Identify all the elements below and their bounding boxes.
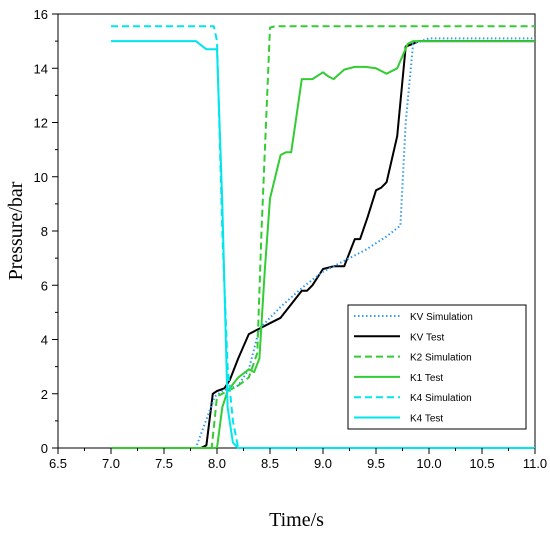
- x-tick-label: 7.5: [155, 456, 173, 471]
- series-line-k2-simulation: [111, 25, 535, 449]
- legend-label-k2-simulation: K2 Simulation: [410, 353, 472, 364]
- y-tick-label: 16: [34, 7, 48, 22]
- series-line-k1-test: [111, 40, 535, 449]
- y-tick-label: 8: [41, 224, 48, 239]
- legend-label-k4-simulation: K4 Simulation: [410, 393, 472, 404]
- legend-label-kv-test: KV Test: [410, 332, 444, 343]
- series-line-kv-test: [111, 40, 535, 449]
- y-tick-label: 12: [34, 116, 48, 131]
- legend-label-k1-test: K1 Test: [410, 373, 443, 384]
- legend-label-kv-simulation: KV Simulation: [410, 312, 473, 323]
- legend-label-k4-test: K4 Test: [410, 414, 443, 425]
- x-tick-label: 9.0: [314, 456, 332, 471]
- y-tick-label: 6: [41, 278, 48, 293]
- x-tick-label: 6.5: [49, 456, 67, 471]
- x-tick-label: 8.0: [208, 456, 226, 471]
- x-tick-label: 7.0: [102, 456, 120, 471]
- axes: 6.5 7.0 7.5 8.0 8.5 9.0 9.5 10.0 10.5 11.0 0 2 4 6 8 10…: [5, 7, 547, 531]
- y-tick-label: 2: [41, 387, 48, 402]
- x-tick-label: 11.0: [523, 456, 547, 471]
- series-line-kv-simulation: [111, 37, 535, 449]
- legend-box: [347, 304, 527, 430]
- x-axis-title: Time/s: [269, 509, 324, 531]
- legend: KV Simulation KV Test K2 Simulation K1 Test…: [347, 304, 527, 430]
- x-tick-label: 9.5: [367, 456, 385, 471]
- x-tick-label: 8.5: [261, 456, 279, 471]
- x-tick-label: 10.5: [469, 456, 494, 471]
- y-tick-label: 10: [34, 170, 48, 185]
- y-tick-label: 14: [34, 61, 48, 76]
- y-tick-label: 0: [41, 441, 48, 456]
- x-tick-label: 10.0: [416, 456, 441, 471]
- y-tick-label: 4: [41, 333, 48, 348]
- y-axis-title: Pressure/bar: [5, 181, 27, 280]
